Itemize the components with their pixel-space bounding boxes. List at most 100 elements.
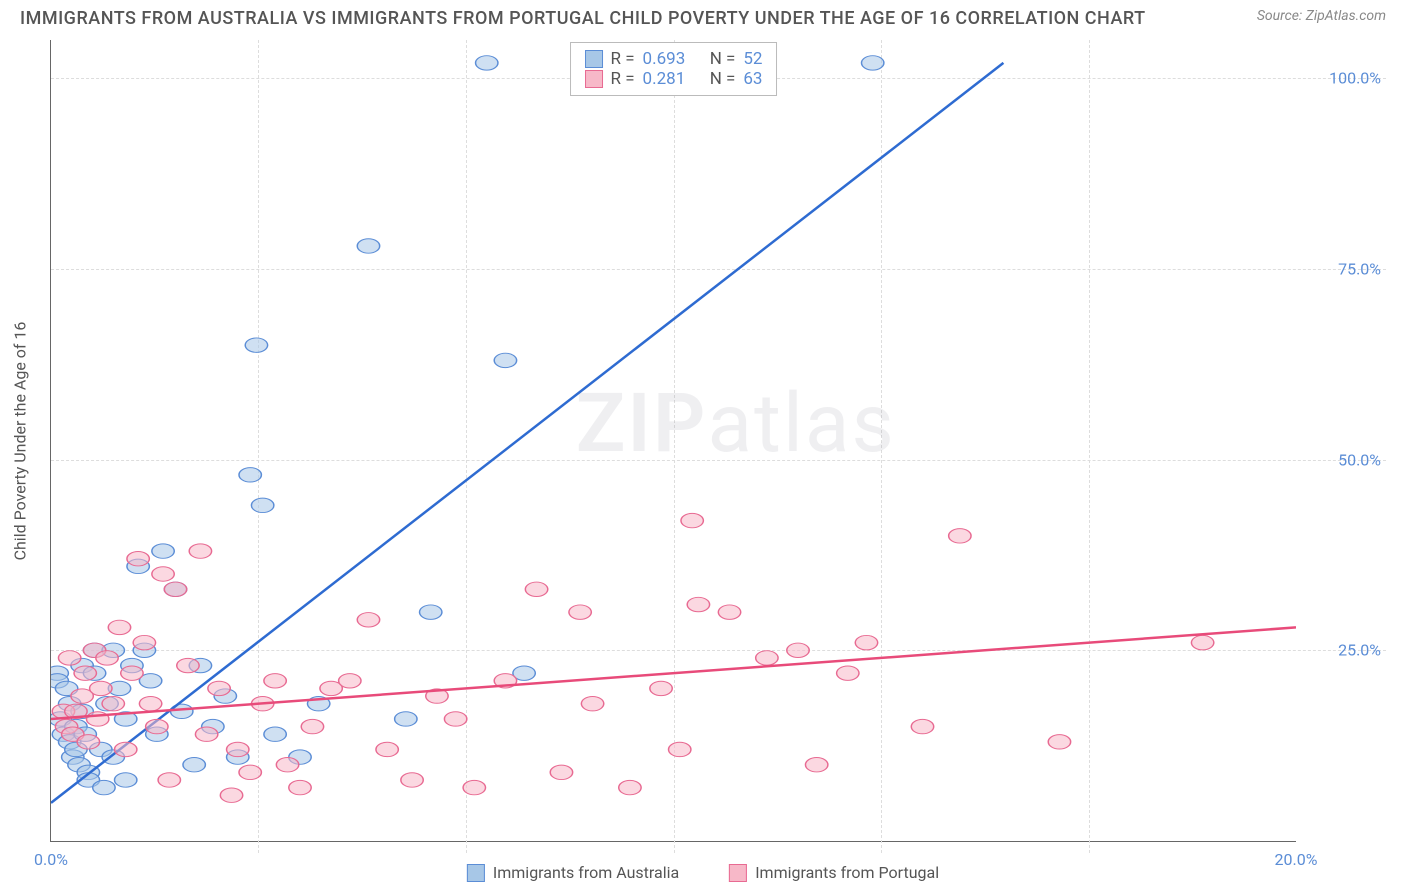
stats-r-label: R = [611,49,635,69]
stats-n-value-australia: 52 [743,49,762,69]
stats-n-label: N = [710,69,736,89]
scatter-point [420,605,442,619]
scatter-point [139,696,161,710]
scatter-point [357,613,379,627]
scatter-point [619,780,641,794]
scatter-point [861,56,883,70]
scatter-point [102,696,124,710]
scatter-point [581,696,603,710]
scatter-point [121,666,143,680]
scatter-point [718,605,740,619]
scatter-point [245,338,267,352]
scatter-point [395,712,417,726]
scatter-point [444,712,466,726]
scatter-point [339,674,361,688]
scatter-point [114,773,136,787]
scatter-point [805,758,827,772]
scatter-point [494,353,516,367]
chart-container: Child Poverty Under the Age of 16 ZIPatl… [50,40,1386,842]
scatter-point [74,666,96,680]
trend-line [51,63,1003,803]
scatter-point [401,773,423,787]
scatter-point [96,651,118,665]
scatter-point [146,719,168,733]
scatter-point [376,742,398,756]
scatter-point [463,780,485,794]
stats-row-portugal: R = 0.281 N = 63 [585,69,763,89]
y-tick-label: 75.0% [1338,259,1381,278]
source-link[interactable]: ZipAtlas.com [1306,8,1386,24]
scatter-point [1191,635,1213,649]
scatter-point [90,681,112,695]
chart-title: IMMIGRANTS FROM AUSTRALIA VS IMMIGRANTS … [20,8,1146,29]
scatter-point [177,658,199,672]
scatter-point [239,468,261,482]
source-attribution: Source: ZipAtlas.com [1257,8,1386,24]
stats-row-australia: R = 0.693 N = 52 [585,49,763,69]
legend-item-portugal: Immigrants from Portugal [729,863,939,882]
stats-n-label: N = [710,49,736,69]
scatter-point [525,582,547,596]
scatter-point [855,635,877,649]
scatter-point [569,605,591,619]
scatter-point [650,681,672,695]
stats-swatch-portugal [585,70,603,88]
header: IMMIGRANTS FROM AUSTRALIA VS IMMIGRANTS … [0,0,1406,29]
scatter-point [276,758,298,772]
scatter-point [239,765,261,779]
scatter-point [787,643,809,657]
y-tick-label: 50.0% [1338,450,1381,469]
x-tick-label: 20.0% [1275,850,1318,869]
source-prefix: Source: [1257,8,1306,24]
legend-swatch-portugal [729,864,747,882]
scatter-point [189,544,211,558]
scatter-point [164,582,186,596]
y-axis-label: Child Poverty Under the Age of 16 [11,322,30,561]
legend-label-portugal: Immigrants from Portugal [755,863,939,882]
scatter-point [681,513,703,527]
stats-r-value-portugal: 0.281 [643,69,686,89]
stats-box: R = 0.693 N = 52 R = 0.281 N = 63 [570,42,778,96]
scatter-point [93,780,115,794]
scatter-point [669,742,691,756]
x-tick-label: 0.0% [34,850,68,869]
scatter-point [1048,735,1070,749]
scatter-point [264,674,286,688]
scatter-point [152,544,174,558]
plot-area: ZIPatlas R = 0.693 N = 52 R = 0.281 N = … [50,40,1296,842]
scatter-plot-svg [51,40,1296,841]
scatter-point [301,719,323,733]
y-tick-label: 25.0% [1338,641,1381,660]
scatter-point [251,498,273,512]
stats-swatch-australia [585,50,603,68]
scatter-point [158,773,180,787]
stats-r-label: R = [611,69,635,89]
legend-swatch-australia [467,864,485,882]
scatter-point [220,788,242,802]
scatter-point [949,529,971,543]
scatter-point [357,239,379,253]
stats-n-value-portugal: 63 [743,69,762,89]
scatter-point [208,681,230,695]
scatter-point [756,651,778,665]
scatter-point [289,780,311,794]
scatter-point [687,597,709,611]
scatter-point [227,742,249,756]
y-tick-label: 100.0% [1329,69,1381,88]
scatter-point [476,56,498,70]
scatter-point [77,735,99,749]
scatter-point [127,552,149,566]
scatter-point [114,742,136,756]
legend-label-australia: Immigrants from Australia [493,863,679,882]
scatter-point [152,567,174,581]
legend-bottom: Immigrants from Australia Immigrants fro… [467,863,939,882]
scatter-point [108,620,130,634]
stats-r-value-australia: 0.693 [643,49,686,69]
scatter-point [58,651,80,665]
scatter-point [550,765,572,779]
scatter-point [183,758,205,772]
scatter-point [911,719,933,733]
scatter-point [264,727,286,741]
scatter-point [133,635,155,649]
scatter-point [837,666,859,680]
